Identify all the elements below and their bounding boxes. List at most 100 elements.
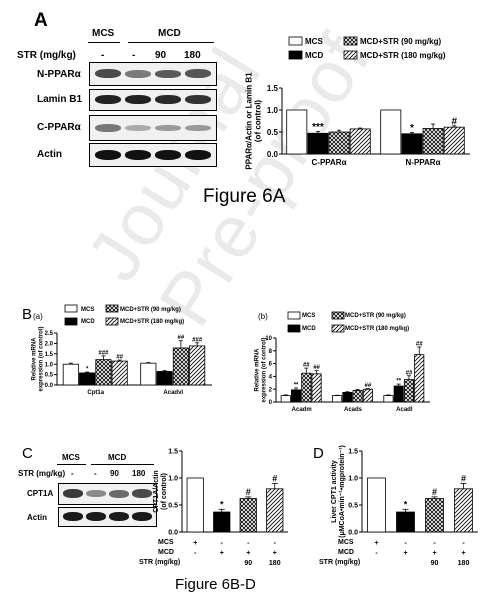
panel-letter-c: C [22,445,33,462]
blot-c-group-line-mcd [91,464,154,465]
blot-a-row-label: Actin [37,149,62,160]
treatment-cell: - [221,540,224,547]
blot-a-str-value: - [132,50,136,61]
legend-swatch [105,304,119,313]
blot-c-actin [58,507,157,527]
y-tick-label: 0.0 [45,383,54,389]
significance-label: # [461,473,466,483]
y-tick-label: 0.5 [348,502,358,509]
y-tick-label: 0.0 [348,529,358,536]
significance-label: * [404,499,408,509]
y-tick-label: 1.0 [267,106,279,115]
significance-label: # [246,487,251,497]
treatment-cell: - [404,540,407,547]
y-tick-label: 10 [265,336,272,342]
treatment-cell: + [374,540,378,547]
blot-a-row-label: Lamin B1 [37,94,83,105]
y-axis-label: Relative mRNA [255,348,261,392]
blot-a-laminb1 [89,89,217,111]
significance-label: ## [406,370,413,376]
treatment-cell: - [433,540,436,547]
y-tick-label: 1.5 [45,352,54,358]
y-tick-label: 2 [269,387,273,393]
y-tick-label: 1.0 [348,475,358,482]
legend-a-item: MCD+STR (180 mg/kg) [360,51,446,60]
y-tick-label: 0 [269,400,273,406]
panel-letter-d: D [313,445,324,462]
legend-swatch [287,311,301,320]
treatment-cell: + [403,550,407,557]
blot-c-str-value: - [94,469,97,478]
x-tick-label: Acads [344,407,363,413]
y-axis-label: (μMCoA•min⁻¹•mgprotein⁻¹) [339,445,346,538]
blot-c-group-mcd: MCD [108,453,127,462]
legend-swatch [343,36,358,46]
legend-b2-item: MCD+STR (90 mg/kg) [345,313,406,319]
y-axis-label: Relative mRNA [32,337,38,381]
y-tick-label: 0.5 [45,373,54,379]
blot-c-str-value: 90 [110,469,119,478]
y-tick-label: 4 [269,375,273,381]
treatment-cell: + [193,540,197,547]
significance-label: # [432,487,437,497]
y-axis-label: PPARα/Actin or Lamin B1 [245,72,254,170]
treatment-cell: - [247,540,250,547]
blot-c-group-line-mcs [57,464,86,465]
legend-b2-item: MCD [302,326,316,332]
significance-label: ### [192,337,203,343]
blot-a-str-value: 90 [155,50,167,61]
caption-6a: Figure 6A [203,186,286,207]
y-axis-label: (of control) [161,473,168,510]
y-axis-label: expression (of control) [262,337,268,402]
significance-label: ## [416,341,423,347]
y-tick-label: 1.0 [45,362,54,368]
bar [396,511,415,533]
legend-swatch [287,324,301,333]
treatment-cell: 180 [269,560,281,567]
y-tick-label: 0.5 [267,128,279,137]
x-tick-label: Cpt1a [87,390,104,396]
blot-c-group-mcs: MCS [62,453,80,462]
treatment-cell: + [273,550,277,557]
significance-label: ## [313,365,320,371]
panel-letter-a: A [34,10,48,31]
blot-a-group-mcd: MCD [158,28,181,39]
y-tick-label: 0.5 [168,502,178,509]
treatment-cell: + [432,550,436,557]
treatment-cell: + [246,550,250,557]
y-tick-label: 0.0 [168,529,178,536]
bar [367,477,386,533]
blot-a-group-mcs: MCS [92,28,115,39]
legend-swatch [343,50,358,60]
significance-label: * [410,123,414,134]
legend-b2-item: MCD+STR (180 mg/kg) [345,326,410,332]
treatment-cell: - [274,540,277,547]
treatment-cell: 90 [244,560,252,567]
table-c-row-label: STR (mg/kg) [139,559,181,566]
significance-label: ## [303,363,310,369]
blot-a-cpparalpha [89,115,217,141]
bar [454,488,473,533]
blot-a-group-line-mcd [128,42,214,43]
y-tick-label: 8 [269,349,273,355]
y-axis-label: expression (of control) [39,326,45,391]
y-tick-label: 1.5 [168,448,178,455]
legend-b-item: MCD+STR (180 mg/kg) [120,319,185,325]
legend-a-item: MCD [305,51,324,60]
legend-swatch [64,317,78,326]
bar [286,109,308,155]
blot-a-row-label: C-PPARα [37,122,81,133]
legend-b-item: MCS [81,307,95,313]
blot-a-npparalpha [89,62,217,86]
table-d-row-label: STR (mg/kg) [319,559,361,566]
y-tick-label: 0.0 [267,150,279,159]
y-tick-label: 1.5 [348,448,358,455]
significance-label: ## [365,383,372,389]
significance-label: ** [294,382,299,388]
significance-label: ## [116,355,123,361]
x-tick-label: Acadl [396,407,413,413]
